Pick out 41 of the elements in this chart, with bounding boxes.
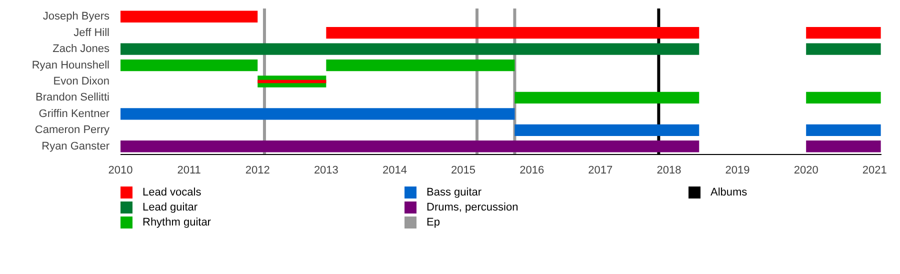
bar: [806, 43, 881, 55]
legend-label: Bass guitar: [426, 186, 482, 198]
y-tick-label: Ryan Ganster: [42, 140, 110, 152]
bar: [806, 124, 881, 136]
legend-label: Rhythm guitar: [142, 216, 212, 228]
x-tick-label: 2011: [177, 164, 201, 176]
bar: [120, 59, 258, 72]
legend-label: Drums, percussion: [426, 202, 518, 214]
bar: [514, 124, 700, 136]
y-tick-label: Ryan Hounshell: [32, 59, 110, 72]
y-tick-label: Evon Dixon: [53, 76, 110, 88]
legend-label: Lead guitar: [142, 202, 198, 214]
bar: [120, 10, 258, 22]
x-tick-label: 2021: [862, 164, 887, 176]
y-tick-label: Griffin Kentner: [38, 108, 110, 120]
x-tick-label: 2012: [245, 164, 270, 176]
bar: [326, 59, 515, 72]
legend-label: Lead vocals: [142, 186, 202, 198]
bar: [120, 140, 700, 152]
x-tick-label: 2014: [382, 164, 407, 176]
x-tick-label: 2017: [588, 164, 613, 176]
x-tick-label: 2019: [725, 164, 750, 176]
y-tick-label: Jeff Hill: [74, 26, 110, 39]
x-tick-label: 2016: [520, 164, 544, 176]
x-tick-label: 2020: [794, 164, 818, 176]
bar: [120, 108, 515, 120]
x-tick-label: 2015: [451, 164, 476, 176]
y-tick-label: Brandon Sellitti: [36, 92, 110, 104]
y-tick-label: Joseph Byers: [42, 10, 110, 23]
bar: [806, 92, 881, 104]
x-tick-label: 2018: [656, 164, 682, 176]
y-tick-label: Zach Jones: [52, 43, 110, 56]
legend-label: Albums: [710, 186, 748, 198]
bar: [120, 43, 700, 55]
y-tick-label: Cameron Perry: [34, 124, 110, 136]
x-tick-label: 2010: [108, 164, 133, 176]
legend-label: Ep: [426, 216, 440, 228]
bar: [326, 26, 700, 39]
bar: [806, 140, 881, 152]
x-tick-label: 2013: [314, 164, 338, 176]
bar: [514, 92, 700, 104]
